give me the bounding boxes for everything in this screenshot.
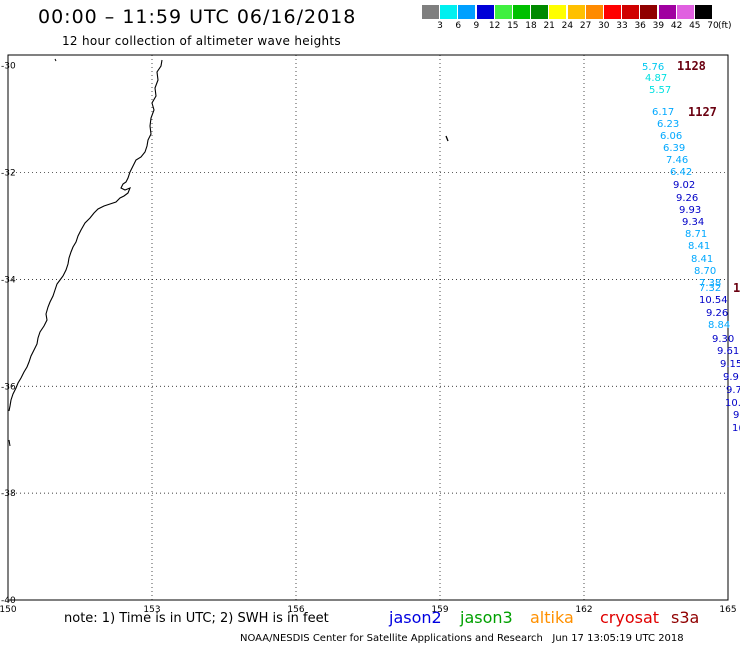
wave-height-value: 9.61 — [717, 346, 739, 357]
longitude-label: 150 — [0, 605, 17, 615]
satellite-name: jason2 — [389, 608, 442, 627]
legend-label: 6 — [455, 21, 462, 31]
legend-label: 39 — [652, 21, 665, 31]
color-legend: (ft) 3 6 9 12 15 18 21 24 27 30 33 36 39 42 45 70 — [422, 5, 732, 37]
longitude-label: 159 — [431, 605, 448, 615]
credit-line: NOAA/NESDIS Center for Satellite Applica… — [240, 633, 684, 644]
wave-height-value: 9.15 — [720, 359, 740, 370]
longitude-label: 153 — [143, 605, 160, 615]
wave-height-value: 9.7 — [726, 385, 740, 396]
satellite-name: altika — [530, 608, 574, 627]
wave-height-value: 6.06 — [660, 131, 682, 142]
legend-swatch — [695, 5, 712, 19]
wave-height-value: 9 — [733, 410, 739, 421]
wave-height-value: 8.41 — [688, 241, 710, 252]
legend-swatch — [640, 5, 658, 19]
satellite-name: s3a — [671, 608, 700, 627]
legend-label: 70 — [707, 21, 719, 31]
legend-swatch — [658, 5, 676, 19]
latitude-label: -34 — [1, 275, 16, 285]
latitude-label: -30 — [1, 62, 16, 72]
latitude-label: -40 — [1, 596, 16, 606]
wave-height-value: 7.46 — [666, 155, 688, 166]
legend-swatch — [585, 5, 603, 19]
legend-label: 18 — [525, 21, 537, 31]
legend-swatch — [440, 5, 458, 19]
wave-height-value: 7.32 — [699, 283, 721, 294]
longitude-label: 156 — [287, 605, 304, 615]
legend-swatch — [422, 5, 439, 19]
wave-height-value: 1( — [732, 423, 740, 434]
map-frame — [7, 54, 729, 601]
legend-swatch — [531, 5, 549, 19]
graticule — [8, 55, 728, 600]
lord-howe-island — [445, 135, 449, 142]
wave-height-value: 9.34 — [682, 217, 704, 228]
altimeter-observations: 1128 5.764.875.57 1127 6.176.236.066.397.46… — [642, 59, 740, 434]
wave-height-value: 10.54 — [699, 295, 728, 306]
axis-labels: 150 153 156 159 162 165 -30 -32 -34 -36 -38 -40 — [0, 62, 737, 615]
wave-height-value: 9.93 — [679, 205, 701, 216]
legend-label: 15 — [507, 21, 519, 31]
legend-label: 3 — [437, 21, 443, 31]
wave-height-value: 9.02 — [673, 180, 695, 191]
wave-height-value: 8.71 — [685, 229, 707, 240]
latitude-label: -38 — [1, 489, 16, 499]
legend-label: 27 — [579, 21, 592, 31]
longitude-label: 165 — [719, 605, 736, 615]
latitude-label: -36 — [1, 382, 16, 392]
wave-height-value: 6.17 — [652, 107, 674, 118]
legend-label: 12 — [488, 21, 501, 31]
wave-height-value: 10. — [725, 398, 740, 409]
legend-unit: (ft) — [718, 21, 732, 31]
legend-label: 24 — [561, 21, 574, 31]
wave-height-value: 5.57 — [649, 85, 671, 96]
australia-coastline — [8, 59, 163, 412]
wave-height-value: 9.26 — [706, 308, 728, 319]
coastal-island — [8, 439, 11, 447]
wave-height-value: 8.84 — [708, 320, 730, 331]
track-cycle-label: 1127 — [688, 105, 717, 119]
track-cycle-label: 1128 — [677, 59, 706, 73]
legend-label: 30 — [598, 21, 610, 31]
wave-height-value: 8.70 — [694, 266, 716, 277]
map-title: 00:00 – 11:59 UTC 06/16/2018 — [38, 6, 357, 28]
legend-swatch — [476, 5, 494, 19]
latitude-label: -32 — [1, 169, 16, 179]
legend-label: 45 — [689, 21, 701, 31]
coastal-island — [54, 58, 57, 62]
legend-label: 36 — [634, 21, 646, 31]
wave-height-value: 6.39 — [663, 143, 685, 154]
legend-label: 9 — [473, 21, 480, 31]
legend-label: 33 — [616, 21, 628, 31]
wave-height-value: 6.23 — [657, 119, 679, 130]
wave-height-value: 4.87 — [645, 73, 667, 84]
legend-swatch — [549, 5, 567, 19]
satellite-name: jason3 — [460, 608, 513, 627]
wave-height-value: 9.9 — [723, 372, 739, 383]
wave-height-value: 7.38 — [699, 278, 721, 289]
longitude-label: 162 — [575, 605, 592, 615]
wave-height-value: 9.26 — [676, 193, 698, 204]
legend-label: 21 — [543, 21, 555, 31]
legend-swatch — [494, 5, 512, 19]
wave-height-value: 5.76 — [642, 62, 664, 73]
legend-swatch — [567, 5, 585, 19]
legend-swatch — [458, 5, 476, 19]
wave-height-value: 8.41 — [691, 254, 713, 265]
legend-label: 42 — [670, 21, 683, 31]
legend-swatch — [513, 5, 530, 19]
legend-swatch — [676, 5, 694, 19]
footer-note: note: 1) Time is in UTC; 2) SWH is in fe… — [64, 611, 329, 626]
map-subtitle: 12 hour collection of altimeter wave hei… — [62, 34, 341, 48]
track-cycle-label: 1 — [733, 281, 740, 295]
wave-height-value: 6.42 — [670, 167, 692, 178]
wave-height-value: 9.30 — [712, 334, 734, 345]
satellite-name: cryosat — [600, 608, 660, 627]
legend-swatch — [604, 5, 621, 19]
legend-swatch — [622, 5, 640, 19]
